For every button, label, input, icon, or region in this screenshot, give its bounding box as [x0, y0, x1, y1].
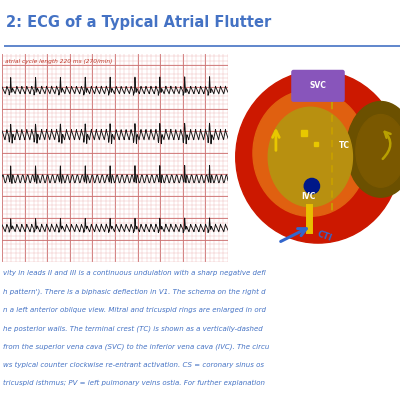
Ellipse shape [356, 114, 400, 187]
Text: h pattern'). There is a biphasic deflection in V1. The schema on the right d: h pattern'). There is a biphasic deflect… [3, 288, 266, 295]
FancyBboxPatch shape [291, 70, 345, 102]
Text: from the superior vena cava (SVC) to the inferior vena cava (IVC). The circu: from the superior vena cava (SVC) to the… [3, 344, 270, 350]
Text: 2: ECG of a Typical Atrial Flutter: 2: ECG of a Typical Atrial Flutter [6, 16, 271, 30]
Text: SVC: SVC [310, 81, 326, 90]
Circle shape [304, 178, 320, 194]
Text: vity in leads II and III is a continuous undulation with a sharp negative defl: vity in leads II and III is a continuous… [3, 270, 266, 276]
Ellipse shape [253, 90, 368, 216]
Ellipse shape [236, 71, 400, 243]
Text: IVC: IVC [302, 192, 316, 201]
Ellipse shape [346, 102, 400, 197]
Ellipse shape [268, 107, 352, 207]
Text: tricuspid isthmus; PV = left pulmonary veins ostia. For further explanation: tricuspid isthmus; PV = left pulmonary v… [3, 380, 265, 386]
Text: ws typical counter clockwise re-entrant activation. CS = coronary sinus os: ws typical counter clockwise re-entrant … [3, 362, 264, 368]
Text: atrial cycle length 220 ms (270/min): atrial cycle length 220 ms (270/min) [5, 59, 113, 64]
Text: TC: TC [339, 141, 350, 150]
Text: he posterior walls. The terminal crest (TC) is shown as a vertically-dashed: he posterior walls. The terminal crest (… [3, 325, 263, 332]
Text: CTI: CTI [316, 229, 333, 243]
Text: n a left anterior oblique view. Mitral and tricuspid rings are enlarged in ord: n a left anterior oblique view. Mitral a… [3, 307, 266, 313]
